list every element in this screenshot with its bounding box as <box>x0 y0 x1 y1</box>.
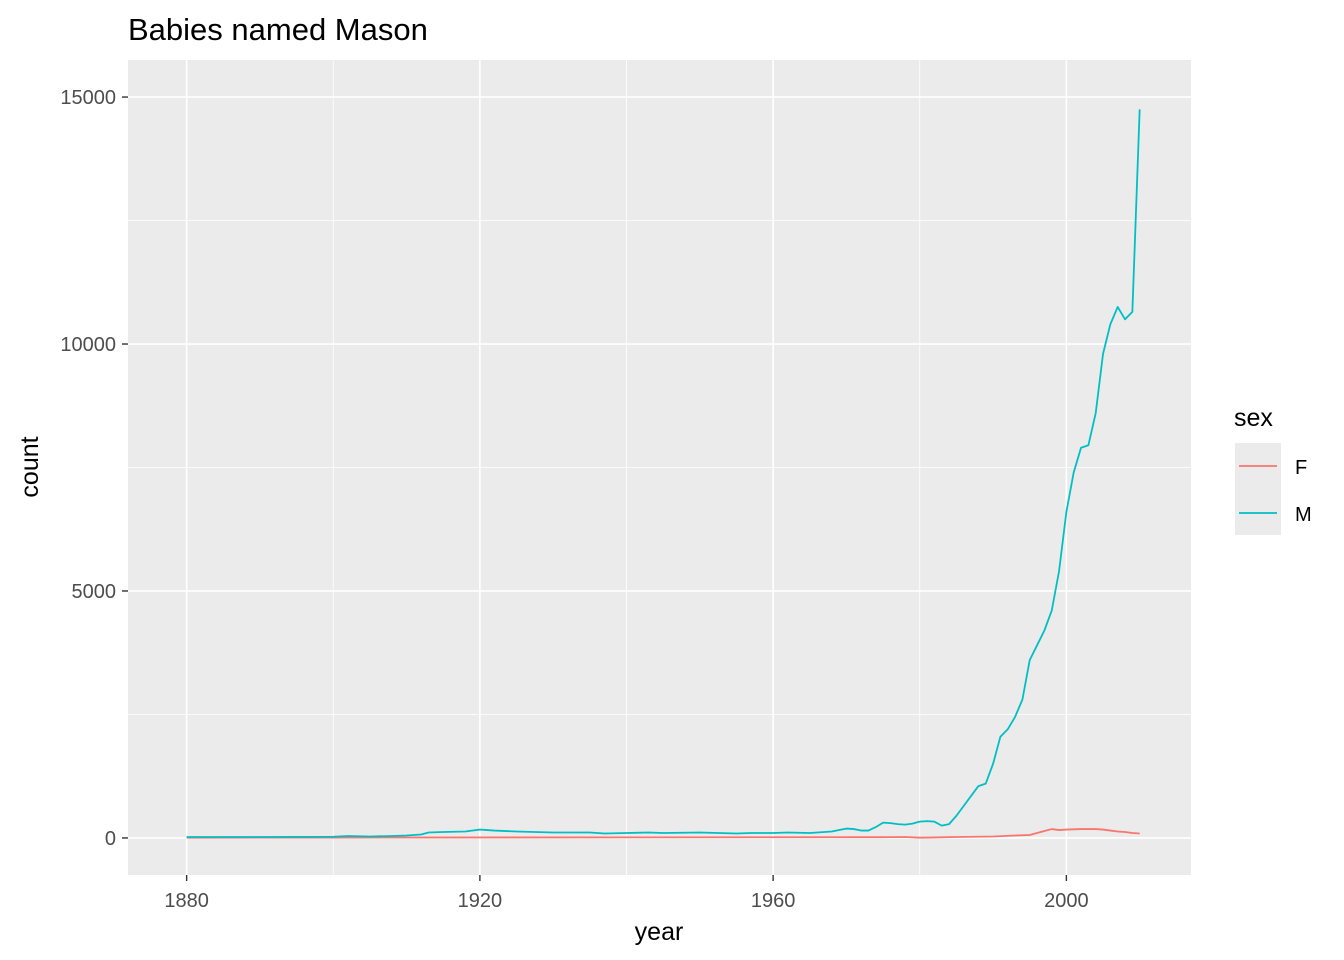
x-tick-label: 1960 <box>751 890 796 912</box>
legend: sex F M <box>1234 404 1312 535</box>
y-tick-label: 0 <box>105 828 116 850</box>
chart-title: Babies named Mason <box>128 12 428 47</box>
major-gridlines <box>128 60 1191 875</box>
y-tick-label: 5000 <box>72 581 117 603</box>
y-tick-label: 10000 <box>60 334 116 356</box>
legend-label-f: F <box>1295 457 1307 479</box>
series-line-m <box>186 109 1141 838</box>
y-axis-title: count <box>16 436 44 497</box>
x-tick-label: 1880 <box>164 890 209 912</box>
x-axis-title: year <box>635 918 684 946</box>
series-layer <box>186 109 1141 839</box>
series-line-f <box>186 828 1140 839</box>
y-tick-label: 15000 <box>60 87 116 109</box>
legend-label-m: M <box>1295 504 1312 526</box>
x-tick-label: 2000 <box>1044 890 1089 912</box>
y-axis: 0 5000 10000 15000 <box>60 87 128 850</box>
x-axis: 1880 1920 1960 2000 <box>164 875 1089 912</box>
minor-gridlines <box>128 60 1191 875</box>
legend-key-background <box>1235 443 1281 535</box>
legend-title: sex <box>1234 404 1273 432</box>
x-tick-label: 1920 <box>458 890 503 912</box>
